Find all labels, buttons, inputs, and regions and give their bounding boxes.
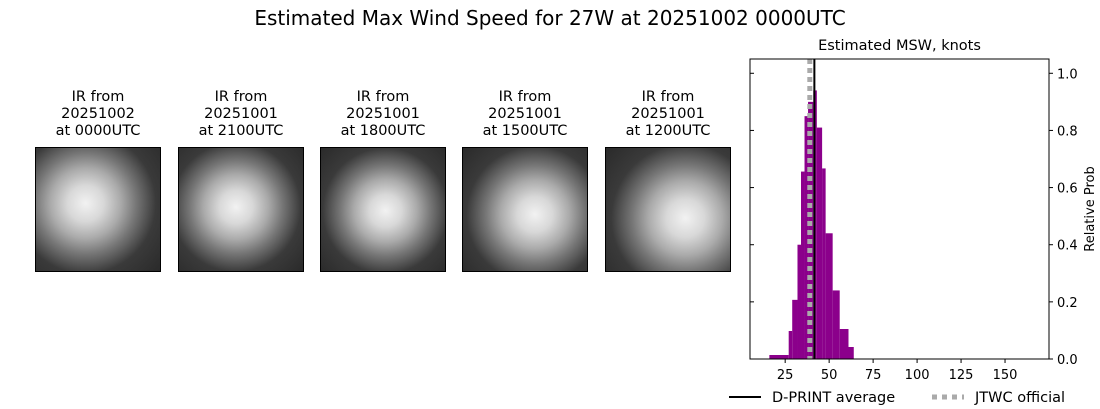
histogram-bar <box>769 355 789 359</box>
x-tick-label: 100 <box>905 368 930 383</box>
ir-panel: IR from 20251001 at 1500UTC <box>462 89 588 272</box>
ir-panel: IR from 20251001 at 2100UTC <box>178 89 304 272</box>
ir-satellite-image <box>605 147 731 272</box>
x-tick-label: 75 <box>865 368 882 383</box>
ir-satellite-image <box>320 147 446 272</box>
ir-satellite-image <box>35 147 161 272</box>
ir-panel-title: IR from 20251001 at 1500UTC <box>482 89 568 139</box>
y-tick-label: 0.6 <box>1057 182 1078 197</box>
y-tick-label: 1.0 <box>1057 67 1078 82</box>
x-tick-label: 25 <box>777 368 794 383</box>
ir-panel-title: IR from 20251001 at 2100UTC <box>198 89 284 139</box>
histogram-bar <box>832 290 840 359</box>
ir-panel: IR from 20251001 at 1200UTC <box>605 89 731 272</box>
histogram-bar <box>825 233 833 359</box>
y-tick-label: 0.8 <box>1057 124 1078 139</box>
x-tick-label: 150 <box>993 368 1018 383</box>
chart-title: Estimated MSW, knots <box>818 38 981 54</box>
plot-frame <box>749 58 1050 360</box>
histogram-bar <box>822 168 826 359</box>
legend-jtwc-label: JTWC official <box>974 390 1065 406</box>
y-axis-label: Relative Prob <box>1083 166 1098 251</box>
histogram-bar <box>788 331 793 359</box>
histogram-bar <box>801 171 805 359</box>
histogram-bar <box>792 299 798 359</box>
x-tick-label: 125 <box>949 368 974 383</box>
histogram-bar <box>804 116 809 360</box>
ir-satellite-image <box>462 147 588 272</box>
histogram-bar <box>848 347 854 359</box>
histogram-bar <box>797 244 802 359</box>
y-tick-label: 0.2 <box>1057 296 1078 311</box>
figure-title: Estimated Max Wind Speed for 27W at 2025… <box>254 6 846 30</box>
histogram-bar <box>839 329 849 359</box>
y-tick-label: 0.0 <box>1057 353 1078 368</box>
ir-panel: IR from 20251001 at 1800UTC <box>320 89 446 272</box>
ir-panel: IR from 20251002 at 0000UTC <box>35 89 161 272</box>
ir-satellite-image <box>178 147 304 272</box>
legend-dprint-label: D-PRINT average <box>772 390 895 406</box>
x-tick-label: 50 <box>821 368 838 383</box>
y-tick-label: 0.4 <box>1057 239 1078 254</box>
ir-panel-title: IR from 20251001 at 1200UTC <box>625 89 711 139</box>
ir-panel-title: IR from 20251001 at 1800UTC <box>340 89 426 139</box>
histogram-bar <box>816 127 823 359</box>
ir-panel-title: IR from 20251002 at 0000UTC <box>55 89 141 139</box>
